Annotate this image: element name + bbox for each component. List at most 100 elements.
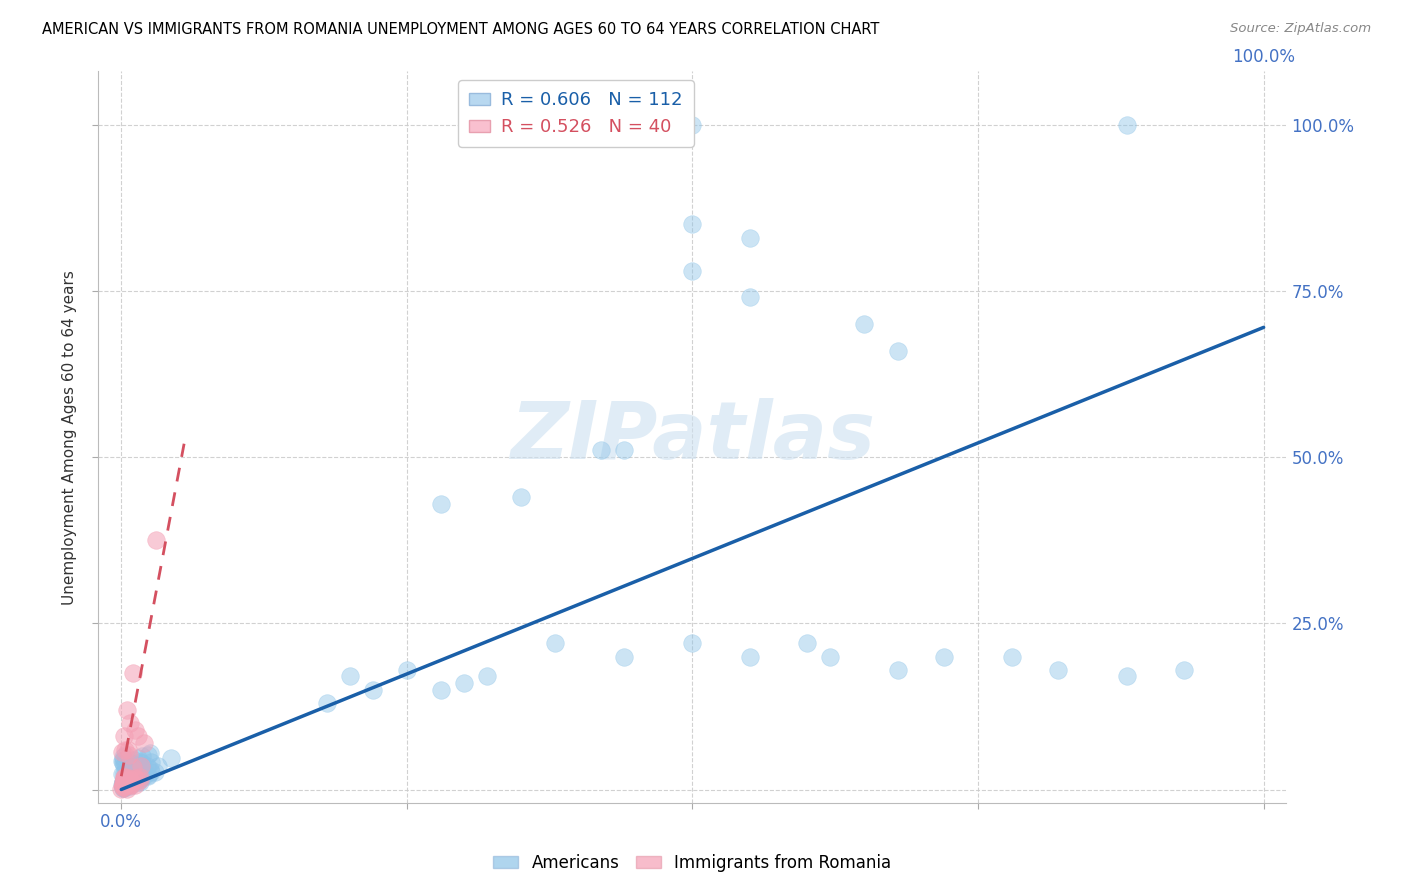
Point	[125, 773, 148, 788]
Point	[121, 760, 143, 774]
Point	[124, 761, 146, 775]
Point	[112, 781, 135, 796]
Point	[114, 770, 136, 784]
Point	[120, 774, 142, 789]
Point	[132, 768, 155, 782]
Point	[738, 290, 761, 304]
Point	[111, 745, 134, 759]
Point	[738, 649, 761, 664]
Point	[112, 776, 135, 790]
Point	[118, 779, 141, 793]
Point	[112, 780, 135, 794]
Point	[115, 779, 138, 793]
Point	[120, 772, 142, 787]
Point	[120, 763, 142, 777]
Point	[112, 780, 135, 794]
Text: ZIPatlas: ZIPatlas	[510, 398, 875, 476]
Point	[117, 742, 139, 756]
Point	[475, 669, 498, 683]
Point	[112, 778, 135, 792]
Point	[136, 748, 159, 763]
Point	[112, 766, 135, 780]
Point	[121, 776, 143, 790]
Point	[796, 636, 818, 650]
Point	[136, 769, 159, 783]
Point	[146, 759, 169, 773]
Point	[118, 774, 141, 789]
Point	[128, 764, 150, 778]
Point	[121, 666, 143, 681]
Point	[112, 778, 135, 792]
Point	[613, 443, 636, 458]
Point	[681, 636, 703, 650]
Point	[115, 782, 138, 797]
Point	[129, 775, 152, 789]
Point	[160, 751, 183, 765]
Point	[114, 742, 136, 756]
Point	[112, 775, 135, 789]
Point	[681, 217, 703, 231]
Point	[112, 758, 135, 772]
Point	[112, 729, 135, 743]
Point	[129, 767, 152, 781]
Point	[131, 756, 153, 771]
Point	[117, 769, 139, 783]
Point	[125, 762, 148, 776]
Point	[127, 750, 149, 764]
Point	[681, 118, 703, 132]
Point	[125, 764, 148, 779]
Point	[122, 770, 145, 784]
Point	[112, 774, 135, 789]
Point	[128, 772, 150, 786]
Point	[1173, 663, 1195, 677]
Point	[112, 771, 135, 785]
Point	[453, 676, 475, 690]
Point	[141, 764, 163, 779]
Point	[124, 771, 146, 785]
Point	[111, 775, 134, 789]
Point	[129, 762, 152, 776]
Point	[121, 772, 143, 787]
Point	[117, 774, 139, 789]
Text: AMERICAN VS IMMIGRANTS FROM ROMANIA UNEMPLOYMENT AMONG AGES 60 TO 64 YEARS CORRE: AMERICAN VS IMMIGRANTS FROM ROMANIA UNEM…	[42, 22, 880, 37]
Point	[125, 766, 148, 780]
Point	[738, 230, 761, 244]
Point	[120, 775, 142, 789]
Point	[115, 767, 138, 781]
Point	[121, 769, 143, 783]
Point	[114, 773, 136, 788]
Point	[112, 773, 135, 788]
Point	[118, 769, 141, 783]
Point	[131, 759, 153, 773]
Point	[110, 782, 132, 797]
Point	[129, 770, 152, 784]
Point	[115, 771, 138, 785]
Point	[139, 763, 162, 777]
Point	[315, 696, 337, 710]
Point	[111, 754, 134, 768]
Point	[128, 773, 150, 788]
Point	[117, 777, 139, 791]
Point	[128, 770, 150, 784]
Point	[124, 772, 146, 786]
Point	[139, 746, 162, 760]
Point	[124, 764, 146, 778]
Point	[112, 780, 135, 794]
Point	[131, 749, 153, 764]
Point	[124, 770, 146, 784]
Point	[818, 649, 841, 664]
Point	[112, 771, 135, 785]
Point	[118, 771, 141, 785]
Point	[114, 748, 136, 763]
Text: Source: ZipAtlas.com: Source: ZipAtlas.com	[1230, 22, 1371, 36]
Point	[1001, 649, 1024, 664]
Point	[361, 682, 384, 697]
Point	[127, 729, 149, 743]
Point	[591, 443, 613, 458]
Point	[120, 778, 142, 792]
Point	[136, 767, 159, 781]
Point	[430, 682, 453, 697]
Point	[887, 663, 910, 677]
Point	[121, 763, 143, 777]
Point	[124, 778, 146, 792]
